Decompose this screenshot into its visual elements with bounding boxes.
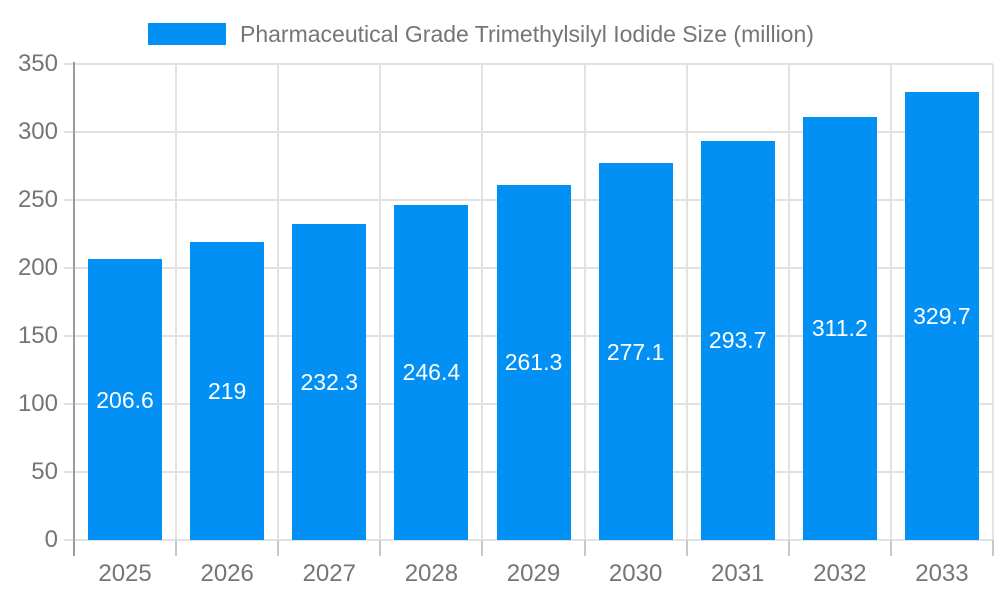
x-axis-tick-label: 2025 — [98, 560, 152, 587]
x-tick — [583, 540, 586, 556]
bar-2025[interactable] — [88, 259, 163, 540]
x-tick — [277, 540, 280, 556]
x-tick — [787, 540, 790, 556]
y-axis-line — [73, 62, 75, 556]
bar-2033[interactable] — [904, 91, 979, 540]
x-axis-tick-label: 2033 — [915, 560, 969, 587]
x-axis-tick-label: 2028 — [404, 560, 459, 587]
x-gridline — [481, 64, 484, 540]
x-gridline — [685, 64, 688, 540]
x-gridline — [277, 64, 280, 540]
y-axis-tick-label: 200 — [17, 254, 58, 281]
x-tick — [379, 540, 382, 556]
bar-2028[interactable] — [394, 204, 469, 540]
chart-legend[interactable]: Pharmaceutical Grade Trimethylsilyl Iodi… — [148, 21, 814, 47]
bar-2029[interactable] — [496, 184, 571, 540]
x-axis-tick-label: 2032 — [813, 560, 867, 587]
y-tick — [64, 131, 74, 133]
x-gridline — [379, 64, 382, 540]
y-tick — [64, 403, 74, 405]
y-axis-tick-label: 350 — [17, 50, 58, 77]
x-gridline — [175, 64, 178, 540]
x-gridline — [889, 64, 892, 540]
bar-2031[interactable] — [700, 140, 775, 540]
y-axis-tick-label: 300 — [17, 118, 58, 145]
y-axis-tick-label: 50 — [31, 458, 58, 485]
y-gridline — [74, 131, 993, 133]
y-tick — [64, 539, 74, 541]
y-tick — [64, 63, 74, 65]
x-axis-tick-label: 2031 — [711, 560, 765, 587]
x-axis-tick-label: 2027 — [302, 560, 356, 587]
x-gridline — [787, 64, 790, 540]
x-gridline — [583, 64, 586, 540]
y-gridline — [74, 539, 993, 541]
bar-2026[interactable] — [190, 242, 265, 540]
legend-label: Pharmaceutical Grade Trimethylsilyl Iodi… — [240, 21, 814, 47]
x-tick — [175, 540, 178, 556]
y-tick — [64, 267, 74, 269]
x-tick — [685, 540, 688, 556]
x-axis-tick-label: 2030 — [608, 560, 663, 587]
legend-swatch — [148, 23, 226, 45]
bar-2030[interactable] — [598, 163, 673, 540]
y-tick — [64, 335, 74, 337]
x-axis-tick-label: 2029 — [506, 560, 561, 587]
y-axis-tick-label: 150 — [17, 322, 58, 349]
x-tick — [481, 540, 484, 556]
y-gridline — [74, 63, 993, 65]
bar-2032[interactable] — [802, 116, 877, 540]
bar-2027[interactable] — [292, 224, 367, 540]
y-tick — [64, 199, 74, 201]
x-gridline — [992, 64, 994, 540]
x-axis-tick-label: 2026 — [200, 560, 254, 587]
y-axis-tick-label: 100 — [17, 390, 58, 417]
x-tick — [992, 540, 994, 556]
y-axis-tick-label: 250 — [17, 186, 58, 213]
x-tick — [889, 540, 892, 556]
y-axis-tick-label: 0 — [44, 526, 58, 553]
y-tick — [64, 471, 74, 473]
